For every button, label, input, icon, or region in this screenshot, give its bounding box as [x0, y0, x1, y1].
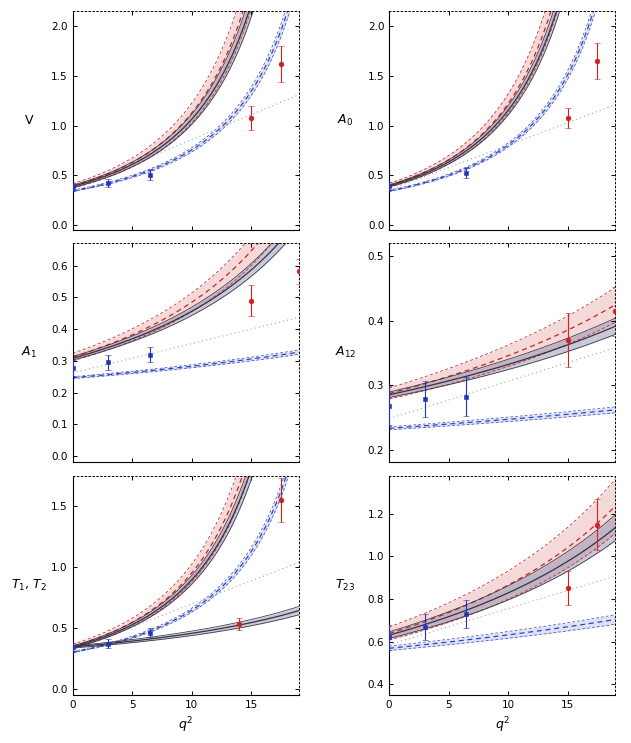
Y-axis label: $T_{23}$: $T_{23}$ — [335, 577, 355, 593]
X-axis label: $q^2$: $q^2$ — [178, 715, 193, 735]
Y-axis label: $A_{12}$: $A_{12}$ — [335, 345, 357, 360]
Y-axis label: $A_0$: $A_0$ — [338, 113, 353, 129]
Y-axis label: $A_1$: $A_1$ — [21, 345, 37, 360]
Y-axis label: $T_1,\, T_2$: $T_1,\, T_2$ — [11, 577, 47, 593]
X-axis label: $q^2$: $q^2$ — [495, 715, 510, 735]
Y-axis label: V: V — [25, 114, 33, 127]
